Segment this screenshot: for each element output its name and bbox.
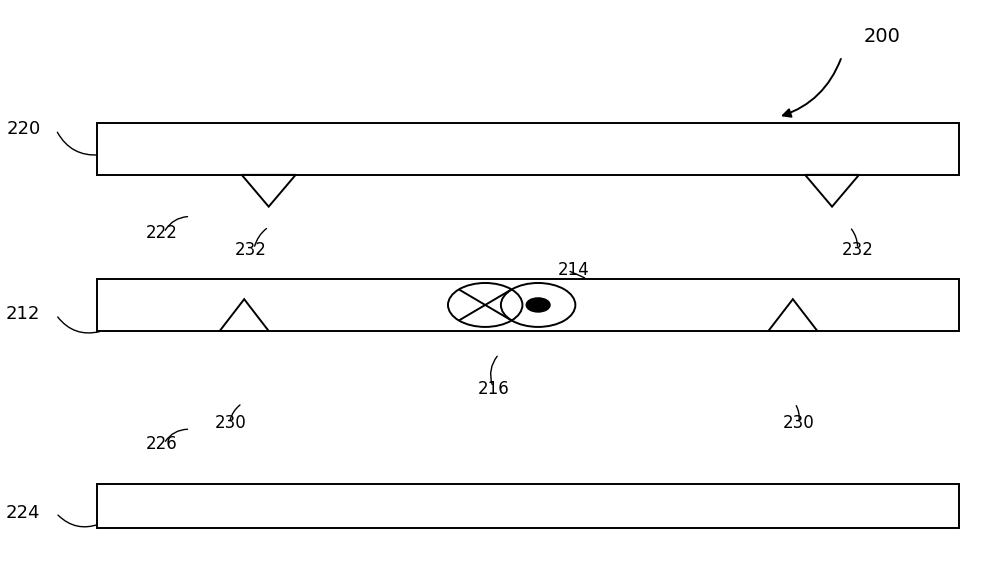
Text: 200: 200 xyxy=(863,27,900,45)
Text: 230: 230 xyxy=(215,414,247,432)
Bar xyxy=(97,484,959,528)
Text: 224: 224 xyxy=(6,504,40,522)
Text: 232: 232 xyxy=(234,241,266,259)
Text: 222: 222 xyxy=(146,224,178,242)
Circle shape xyxy=(526,298,550,312)
Text: 230: 230 xyxy=(783,414,815,432)
Text: 220: 220 xyxy=(6,120,40,138)
Bar xyxy=(97,279,959,331)
Bar xyxy=(97,123,959,175)
Text: 232: 232 xyxy=(842,241,874,259)
Text: 214: 214 xyxy=(558,261,589,279)
Text: 212: 212 xyxy=(6,304,40,322)
Text: 226: 226 xyxy=(146,435,178,453)
Text: 216: 216 xyxy=(477,380,509,398)
